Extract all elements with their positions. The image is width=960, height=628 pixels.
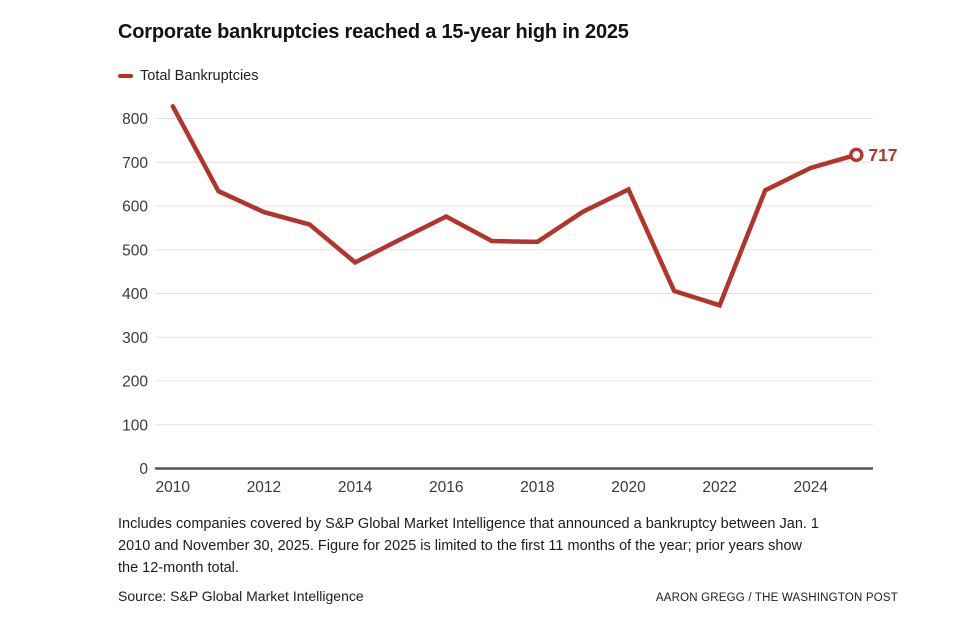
legend: Total Bankruptcies [118, 68, 258, 84]
legend-line-swatch-icon [118, 73, 133, 79]
total-bankruptcies-line [170, 104, 859, 309]
y-tick-label: 200 [122, 374, 148, 391]
credit-label: AARON GREGG / THE WASHINGTON POST [655, 592, 898, 604]
x-tick-label: 2018 [520, 479, 554, 496]
y-tick-label: 800 [122, 111, 148, 128]
y-tick-label: 0 [139, 461, 148, 478]
x-tick-label: 2022 [702, 479, 736, 496]
footnote-line: Includes companies covered by S&P Global… [118, 516, 819, 532]
y-tick-label: 500 [122, 242, 148, 259]
end-point-marker-icon [849, 147, 864, 163]
y-tick-label: 400 [122, 286, 148, 303]
chart-title: Corporate bankruptcies reached a 15-year… [118, 21, 629, 43]
y-tick-label: 700 [122, 155, 148, 172]
x-tick-label: 2016 [429, 479, 463, 496]
source-label: Source: S&P Global Market Intelligence [118, 588, 364, 604]
y-tick-label: 100 [122, 417, 148, 434]
x-tick-label: 2024 [794, 479, 829, 496]
source-row: Source: S&P Global Market Intelligence A… [118, 588, 898, 604]
x-tick-label: 2010 [156, 479, 191, 496]
x-tick-label: 2012 [247, 479, 281, 496]
x-tick-label: 2014 [338, 479, 373, 496]
y-tick-label: 300 [122, 330, 148, 347]
footnote-line: 2010 and November 30, 2025. Figure for 2… [118, 538, 803, 554]
legend-label: Total Bankruptcies [140, 68, 259, 84]
footnote-line: the 12-month total. [118, 560, 239, 576]
footnote: Includes companies covered by S&P Global… [118, 513, 819, 579]
end-point-label: 717 [868, 145, 897, 165]
y-tick-label: 600 [122, 199, 148, 216]
x-tick-label: 2020 [611, 479, 646, 496]
